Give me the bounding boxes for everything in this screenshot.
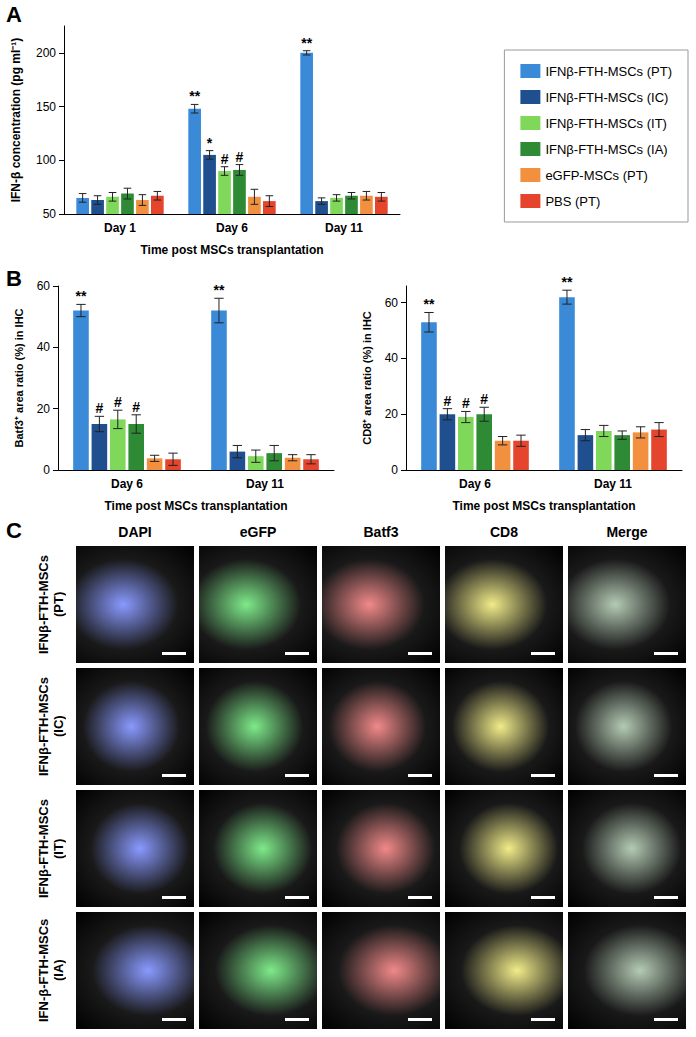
html-text:B: B bbox=[6, 266, 22, 291]
svg-text:40: 40 bbox=[385, 351, 399, 365]
svg-text:#: # bbox=[480, 391, 488, 407]
svg-text:IFNβ-FTH-MSCs (PT): IFNβ-FTH-MSCs (PT) bbox=[545, 64, 672, 79]
html-text:C: C bbox=[6, 518, 22, 543]
svg-text:#: # bbox=[95, 400, 103, 416]
html-text:IFNβ-FTH-MSCs (IC): IFNβ-FTH-MSCs (IC) bbox=[36, 677, 66, 776]
svg-text:0: 0 bbox=[43, 463, 50, 477]
svg-text:IFN-β concentration (pg ml⁻¹): IFN-β concentration (pg ml⁻¹) bbox=[9, 38, 23, 203]
svg-text:*: * bbox=[207, 135, 213, 151]
svg-text:Day 1: Day 1 bbox=[104, 221, 136, 235]
svg-text:IFNβ-FTH-MSCs (IC): IFNβ-FTH-MSCs (IC) bbox=[545, 90, 668, 105]
svg-text:Time post MSCs transplantation: Time post MSCs transplantation bbox=[104, 499, 287, 513]
html-text:IFN-β-FTH-MSCs (IA): IFN-β-FTH-MSCs (IA) bbox=[36, 918, 66, 1023]
html-text:IFNβ-FTH-MSCs (PT): IFNβ-FTH-MSCs (PT) bbox=[36, 555, 66, 654]
svg-text:CD8⁺ area ratio (%) in IHC: CD8⁺ area ratio (%) in IHC bbox=[361, 311, 373, 445]
svg-text:IFNβ-FTH-MSCs (IT): IFNβ-FTH-MSCs (IT) bbox=[545, 116, 667, 131]
svg-text:0: 0 bbox=[391, 463, 398, 477]
svg-text:#: # bbox=[132, 399, 140, 415]
svg-text:**: ** bbox=[76, 288, 87, 304]
html-text:CD8: CD8 bbox=[490, 524, 518, 540]
svg-text:#: # bbox=[221, 151, 229, 167]
svg-text:200: 200 bbox=[36, 46, 56, 60]
html-text:A: A bbox=[6, 2, 22, 27]
svg-text:60: 60 bbox=[37, 279, 51, 293]
svg-text:Day 6: Day 6 bbox=[459, 477, 491, 491]
svg-text:Day 11: Day 11 bbox=[594, 477, 632, 491]
svg-text:**: ** bbox=[214, 282, 225, 298]
svg-text:eGFP-MSCs (PT): eGFP-MSCs (PT) bbox=[545, 168, 648, 183]
svg-text:Time post MSCs transplantation: Time post MSCs transplantation bbox=[140, 243, 323, 257]
svg-text:20: 20 bbox=[37, 402, 51, 416]
svg-text:Day 6: Day 6 bbox=[216, 221, 248, 235]
svg-text:Day 11: Day 11 bbox=[246, 477, 284, 491]
svg-text:#: # bbox=[114, 394, 122, 410]
svg-text:PBS (PT): PBS (PT) bbox=[545, 194, 600, 209]
svg-text:Time post MSCs transplantation: Time post MSCs transplantation bbox=[452, 499, 635, 513]
svg-text:**: ** bbox=[424, 296, 435, 312]
html-text:DAPI: DAPI bbox=[118, 524, 152, 540]
svg-text:40: 40 bbox=[37, 340, 51, 354]
svg-text:150: 150 bbox=[36, 100, 56, 114]
svg-text:Day 11: Day 11 bbox=[325, 221, 363, 235]
svg-text:IFNβ-FTH-MSCs (IA): IFNβ-FTH-MSCs (IA) bbox=[545, 142, 667, 157]
svg-text:**: ** bbox=[562, 274, 573, 290]
svg-text:Day 6: Day 6 bbox=[111, 477, 143, 491]
svg-text:20: 20 bbox=[385, 407, 399, 421]
svg-text:#: # bbox=[443, 393, 451, 409]
svg-text:**: ** bbox=[189, 88, 200, 104]
svg-text:**: ** bbox=[301, 35, 312, 51]
html-text:Merge: Merge bbox=[606, 524, 648, 540]
svg-text:50: 50 bbox=[43, 207, 57, 221]
svg-text:60: 60 bbox=[385, 296, 399, 310]
svg-text:#: # bbox=[236, 149, 244, 165]
svg-text:Batf3⁺ area ratio (%) in IHC: Batf3⁺ area ratio (%) in IHC bbox=[13, 308, 25, 447]
html-text:Batf3: Batf3 bbox=[363, 524, 399, 540]
svg-text:#: # bbox=[462, 395, 470, 411]
html-text:eGFP: eGFP bbox=[239, 524, 277, 540]
html-text:IFNβ-FTH-MSCs (IT): IFNβ-FTH-MSCs (IT) bbox=[36, 799, 66, 898]
svg-text:100: 100 bbox=[36, 153, 56, 167]
